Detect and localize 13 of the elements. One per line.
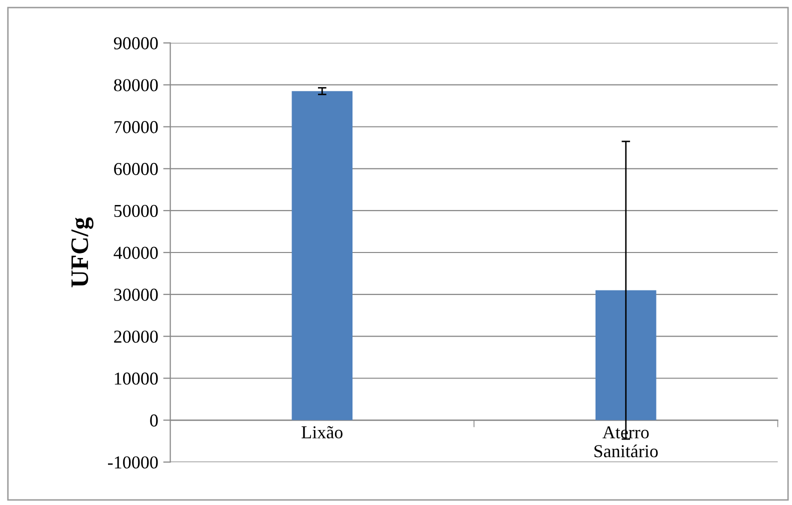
y-tick-label: 0: [150, 414, 158, 427]
y-tick-label: 70000: [114, 121, 158, 134]
y-tick-label: 30000: [114, 288, 158, 301]
y-axis-title: UFC/g: [71, 217, 94, 288]
y-tick-label: 90000: [114, 37, 158, 50]
y-tick-label: 10000: [114, 372, 158, 385]
y-tick-label: 40000: [114, 246, 158, 259]
x-tick-label: Lixão: [302, 426, 343, 438]
y-tick-label: 80000: [114, 79, 158, 92]
y-tick-label: 60000: [114, 162, 158, 176]
y-tick-label: 50000: [114, 204, 158, 218]
y-tick-label: 20000: [114, 330, 158, 343]
y-tick-label: -10000: [108, 456, 158, 469]
